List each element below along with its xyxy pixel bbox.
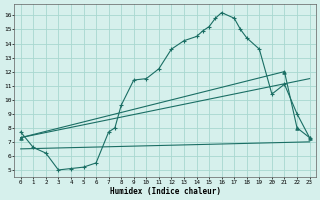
X-axis label: Humidex (Indice chaleur): Humidex (Indice chaleur)	[110, 187, 220, 196]
